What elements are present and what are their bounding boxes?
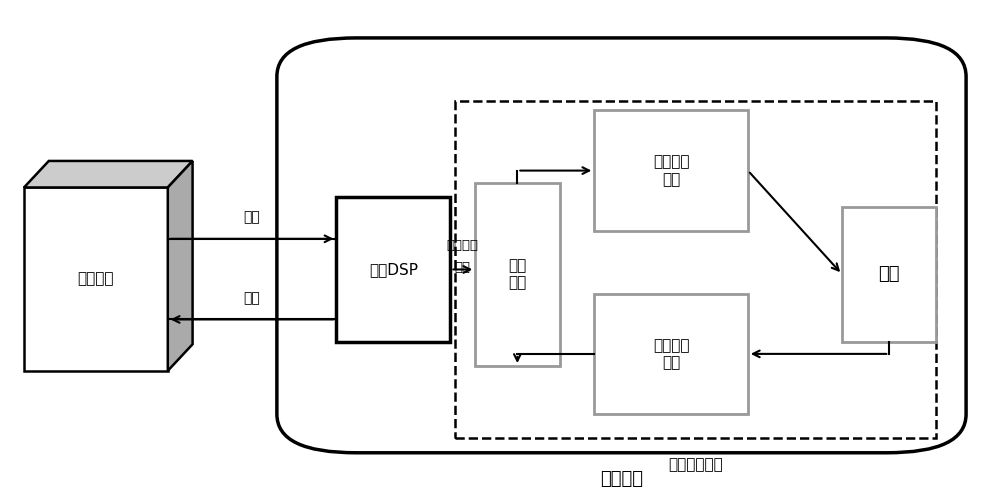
Bar [336, 197, 450, 342]
Text: 驱动控制
单元: 驱动控制 单元 [653, 155, 689, 187]
Text: 抖动控制: 抖动控制 [447, 239, 479, 252]
Bar [455, 101, 936, 438]
Text: 惯组DSP: 惯组DSP [369, 262, 418, 277]
Text: 供电: 供电 [244, 210, 260, 224]
Text: 微处
理器: 微处 理器 [508, 258, 526, 290]
Text: 测试设备: 测试设备 [78, 272, 114, 287]
Text: 控制: 控制 [244, 291, 260, 305]
Polygon shape [168, 161, 193, 371]
Text: 激光惯组: 激光惯组 [600, 470, 643, 488]
Polygon shape [24, 161, 193, 187]
FancyBboxPatch shape [277, 38, 966, 453]
Bar [594, 110, 748, 231]
Text: 抖动控制电路: 抖动控制电路 [668, 457, 723, 472]
Text: 抖轮: 抖轮 [878, 265, 900, 283]
Bar [475, 183, 560, 366]
Bar [24, 187, 168, 371]
Text: 指令: 指令 [455, 260, 471, 274]
Bar [594, 293, 748, 414]
Bar [842, 207, 936, 342]
Text: 反馈比较
单元: 反馈比较 单元 [653, 338, 689, 370]
